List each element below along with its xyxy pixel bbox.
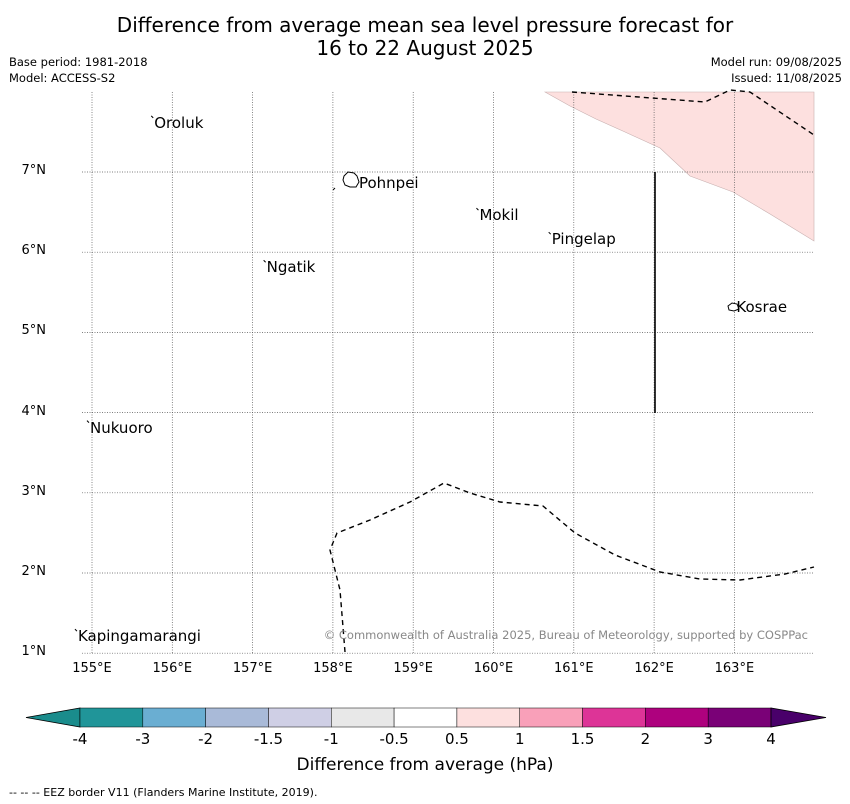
place-label: Ngatik [266, 258, 316, 277]
colorbar-tick-label: 3 [703, 730, 713, 748]
island-mark [548, 231, 552, 235]
model-name: Model: ACCESS-S2 [9, 71, 116, 85]
colorbar-tick-label: 2 [640, 730, 651, 748]
colorbar-tick-label: 4 [766, 730, 776, 748]
latitude-tick-label: 3°N [21, 483, 47, 499]
longitude-tick-label: 157°E [232, 661, 273, 676]
colorbar-tick-label: -4 [72, 730, 88, 748]
colorbar-segment [393, 707, 458, 728]
latitude-tick-label: 5°N [21, 323, 47, 339]
colorbar-segment [519, 707, 583, 728]
colorbar-tick-label: 1.5 [570, 730, 595, 748]
colorbar-tick-label: 0.5 [444, 730, 469, 748]
colorbar-segment [707, 707, 772, 728]
longitude-tick-label: 159°E [393, 661, 433, 676]
colorbar-max-extension [770, 707, 827, 728]
colorbar-segment [331, 707, 395, 728]
place-label: Kapingamarangi [77, 627, 201, 646]
island-mark [263, 259, 266, 263]
island-mark [86, 420, 90, 423]
title-line-2: 16 to 22 August 2025 [316, 36, 534, 60]
longitude-tick-label: 155°E [72, 661, 112, 676]
longitude-tick-label: 161°E [554, 661, 594, 676]
colorbar-segment [142, 707, 206, 728]
place-label: Pingelap [551, 230, 616, 249]
eez-legend: -- -- -- EEZ border V11 (Flanders Marine… [9, 786, 318, 799]
longitude-tick-label: 158°E [313, 661, 353, 676]
colorbar-tick-label: -1.5 [253, 730, 284, 748]
colorbar-title: Difference from average (hPa) [296, 755, 554, 775]
island-mark [476, 207, 479, 211]
place-label: Nukuoro [89, 418, 153, 437]
colorbar-min-extension [25, 707, 81, 728]
colorbar-tick-label: -3 [135, 730, 151, 748]
longitude-tick-label: 156°E [152, 661, 193, 676]
base-period: Base period: 1981-2018 [9, 55, 148, 69]
place-label: Kosrae [736, 298, 788, 317]
island-mark [150, 115, 154, 119]
colorbar-segment [268, 707, 332, 728]
copyright-credit: © Commonwealth of Australia 2025, Bureau… [323, 628, 808, 642]
pohnpei-island [342, 171, 360, 188]
latitude-tick-label: 4°N [21, 403, 47, 419]
pohnpei-islet [332, 187, 336, 191]
place-label: Pohnpei [358, 174, 419, 193]
colorbar-segment [456, 707, 520, 728]
longitude-tick-label: 160°E [473, 661, 514, 676]
island-mark [74, 628, 78, 632]
latitude-tick-label: 6°N [21, 243, 47, 259]
colorbar-tick-label: -0.5 [379, 730, 409, 748]
colorbar-segment [645, 707, 709, 728]
colorbar-tick-label: -1 [323, 730, 339, 748]
longitude-tick-label: 163°E [714, 661, 755, 676]
model-run: Model run: 09/08/2025 [710, 55, 842, 69]
colorbar-segment [582, 707, 646, 728]
title-line-1: Difference from average mean sea level p… [116, 13, 734, 37]
colorbar-tick-label: 1 [514, 730, 525, 748]
latitude-tick-label: 2°N [21, 564, 47, 579]
colorbar-tick-label: -2 [198, 730, 214, 748]
issued-date: Issued: 11/08/2025 [731, 71, 842, 85]
chart-title: Difference from average mean sea level p… [0, 14, 850, 60]
kosrae-island [727, 302, 740, 312]
place-label: Oroluk [154, 113, 204, 132]
place-label: Mokil [479, 206, 519, 225]
longitude-tick-label: 162°E [634, 661, 674, 676]
positive-anomaly-region [543, 91, 815, 242]
latitude-tick-label: 1°N [21, 644, 47, 660]
colorbar-segment [205, 707, 269, 728]
colorbar-segment [79, 707, 144, 728]
colorbar [25, 707, 827, 728]
eez-border-south [329, 482, 815, 653]
latitude-tick-label: 7°N [21, 163, 47, 178]
